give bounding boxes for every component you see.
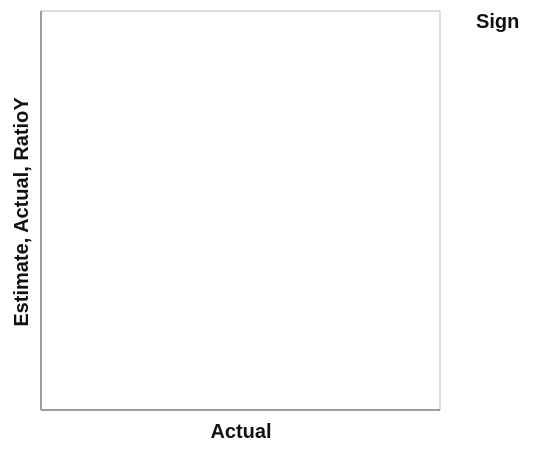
legend: Sign bbox=[476, 11, 519, 33]
y-axis-title: Estimate, Actual, RatioY bbox=[11, 97, 33, 327]
plot-area bbox=[41, 11, 440, 410]
x-axis-title: Actual bbox=[210, 421, 271, 443]
legend-title: Sign bbox=[476, 11, 519, 33]
